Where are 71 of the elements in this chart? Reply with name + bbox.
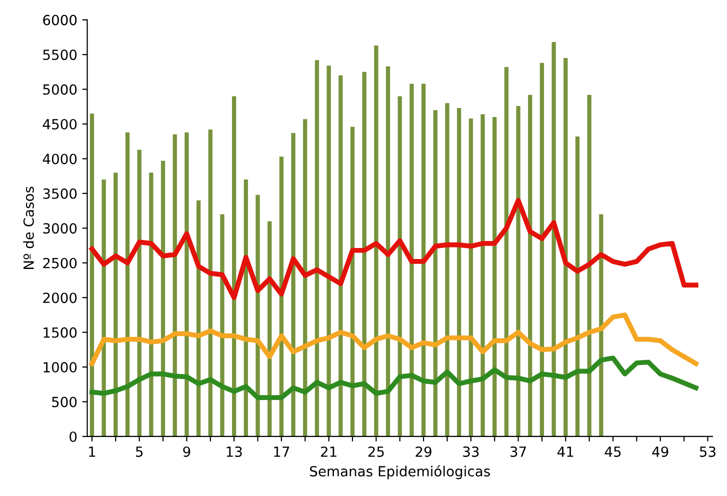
bar (362, 72, 366, 436)
bar (410, 84, 414, 436)
x-tick-label: 49 (652, 446, 668, 457)
bar (480, 114, 485, 436)
y-tick-label: 4000 (42, 154, 77, 164)
bar (149, 172, 154, 436)
bar (421, 84, 426, 436)
line-series (90, 198, 698, 300)
y-tick-label: 1000 (44, 362, 77, 373)
bar (398, 96, 402, 436)
x-tick-label: 13 (226, 446, 242, 457)
bar (504, 67, 508, 436)
bar (456, 108, 462, 436)
bar (528, 94, 532, 436)
x-tick-label: 41 (557, 446, 574, 457)
y-tick-label: 4500 (42, 118, 77, 130)
y-tick-label: 3500 (43, 188, 77, 199)
bar (102, 180, 106, 436)
y-tick-label: 2500 (43, 258, 77, 268)
y-tick-label: 5500 (43, 50, 77, 60)
bar (516, 106, 520, 436)
bar (137, 150, 142, 436)
x-tick-label: 21 (320, 446, 336, 457)
x-tick-label: 1 (89, 446, 96, 457)
bar (374, 46, 378, 436)
y-tick-label: 0 (70, 431, 77, 442)
x-tick-label: 45 (604, 446, 621, 457)
x-tick-label: 33 (463, 446, 479, 457)
bar (160, 160, 166, 436)
bar (232, 96, 236, 436)
bar (184, 132, 189, 436)
bar (433, 110, 438, 436)
bar (575, 136, 580, 436)
x-tick-label: 5 (136, 446, 143, 457)
bar (314, 60, 320, 436)
bar (326, 66, 331, 436)
bar (492, 117, 497, 436)
x-tick-label: 9 (183, 446, 190, 457)
line-series (90, 312, 698, 366)
bar (552, 42, 556, 436)
y-tick-label: 5000 (43, 84, 77, 95)
x-axis-title: Semanas Epidemiólogicas (310, 465, 490, 480)
x-tick-label: 53 (700, 446, 716, 457)
bar (220, 214, 224, 436)
y-tick-label: 6000 (43, 14, 77, 26)
bar (90, 114, 94, 436)
x-tick-label: 29 (416, 446, 432, 457)
y-tick-label: 2000 (43, 292, 77, 304)
x-tick-label: 17 (274, 446, 290, 457)
bar (208, 130, 212, 436)
bar (540, 62, 544, 436)
bar (125, 132, 130, 436)
bar (445, 103, 450, 436)
y-tick-label: 1500 (44, 327, 77, 338)
bar (291, 133, 296, 436)
y-axis-title: Nº de Casos (23, 186, 34, 269)
bar (587, 94, 592, 436)
y-tick-label: 3000 (43, 223, 77, 234)
x-tick-label: 37 (510, 446, 526, 457)
line-series (90, 356, 698, 400)
bar (564, 58, 568, 436)
bar (256, 194, 260, 436)
bar (350, 126, 355, 436)
bar (386, 66, 390, 436)
bar (468, 118, 473, 436)
bar (172, 134, 177, 436)
bar (114, 172, 118, 436)
bar (303, 119, 308, 436)
x-tick-label: 25 (368, 446, 384, 457)
bar (338, 75, 343, 436)
y-tick-label: 500 (52, 396, 77, 408)
